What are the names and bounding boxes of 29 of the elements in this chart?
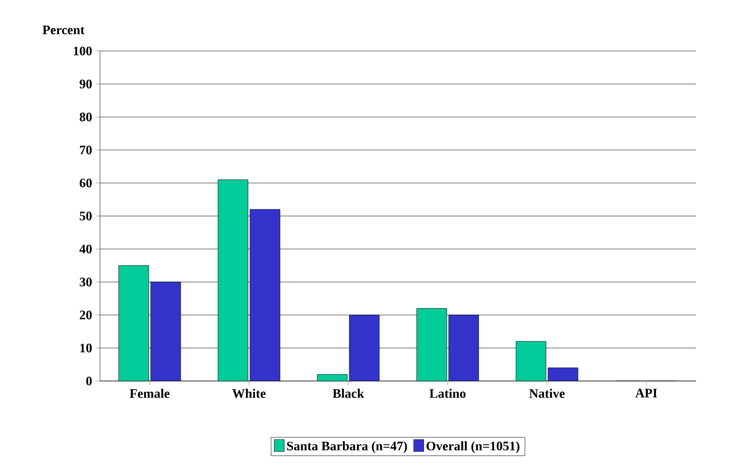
y-tick-label: 10 (80, 344, 92, 352)
x-tick-label: Female (130, 388, 170, 398)
x-tick-label: White (232, 388, 266, 398)
y-tick-label: 20 (80, 310, 92, 320)
y-tick-label: 50 (80, 212, 92, 220)
bar (448, 314, 479, 381)
y-tick-label: 30 (80, 278, 92, 286)
x-tick-label: API (635, 388, 658, 398)
y-tick-label: 100 (74, 46, 92, 56)
legend-label: Santa Barbara (n=47) (287, 441, 407, 454)
bar (349, 314, 380, 381)
y-tick-label: 0 (86, 376, 92, 386)
legend-label: Overall (n=1051) (426, 441, 520, 454)
bar (118, 265, 149, 381)
x-tick-label: Black (332, 388, 364, 398)
x-tick-label: Native (529, 388, 565, 398)
x-tick-label: Latino (430, 388, 466, 398)
y-tick-label: 80 (80, 112, 92, 122)
y-tick-label: 60 (80, 178, 92, 188)
bar (150, 282, 181, 381)
y-tick-label: 90 (80, 80, 92, 88)
bar (516, 341, 546, 381)
bar (548, 368, 578, 381)
y-tick-label: 40 (79, 244, 92, 254)
bar (250, 209, 280, 381)
y-tick-label: 70 (80, 146, 92, 154)
bar (218, 180, 248, 381)
y-axis-title: Percent (42, 26, 85, 34)
bar (416, 308, 447, 381)
